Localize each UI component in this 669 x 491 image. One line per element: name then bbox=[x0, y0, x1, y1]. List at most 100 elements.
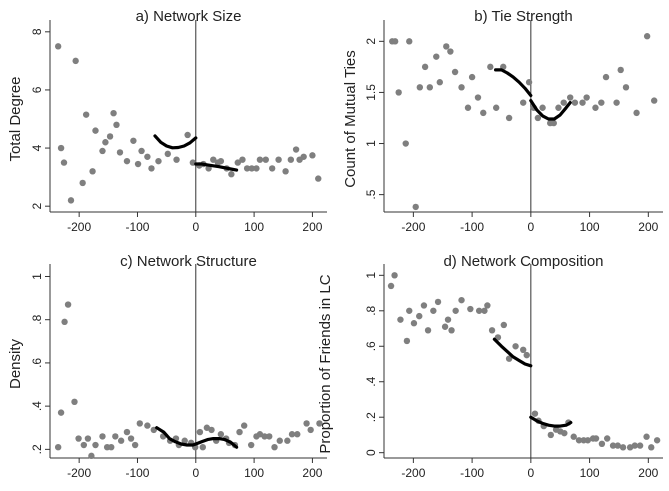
scatter-point bbox=[57, 144, 65, 152]
y-tick-label: .8 bbox=[30, 314, 44, 324]
x-tick-label: -200 bbox=[67, 220, 91, 234]
y-tick-label: .8 bbox=[364, 305, 378, 315]
scatter-point bbox=[500, 321, 508, 329]
scatter-point bbox=[631, 442, 639, 449]
x-tick-label: 0 bbox=[527, 220, 534, 234]
y-tick-label: 2 bbox=[364, 38, 378, 45]
scatter-point bbox=[643, 433, 650, 440]
y-axis-label: Proportion of Friends in LC bbox=[317, 274, 334, 453]
scatter-point bbox=[72, 57, 79, 65]
scatter-point bbox=[406, 38, 413, 45]
scatter-point bbox=[633, 109, 640, 117]
scatter-point bbox=[451, 68, 459, 76]
x-tick-label: 200 bbox=[638, 220, 658, 234]
scatter-point bbox=[243, 165, 251, 172]
scatter-point bbox=[467, 305, 474, 313]
scatter-point bbox=[592, 104, 599, 111]
scatter-point bbox=[436, 79, 443, 86]
scatter-point bbox=[196, 428, 204, 436]
scatter-point bbox=[512, 343, 519, 350]
scatter-point bbox=[420, 302, 428, 309]
y-axis-label: Density bbox=[7, 338, 24, 389]
scatter-point bbox=[80, 441, 88, 449]
y-tick-label: .2 bbox=[364, 412, 378, 422]
scatter-point bbox=[475, 307, 483, 314]
y-axis-label: Total Degree bbox=[7, 76, 24, 161]
scatter-point bbox=[113, 121, 120, 129]
fit-line-left bbox=[153, 134, 198, 150]
y-tick-label: .6 bbox=[364, 341, 378, 351]
scatter-point bbox=[416, 84, 424, 91]
scatter-point bbox=[247, 441, 255, 449]
scatter-point bbox=[284, 437, 291, 444]
x-tick-label: -100 bbox=[125, 466, 149, 480]
scatter-point bbox=[138, 147, 145, 155]
y-tick-label: 1 bbox=[30, 273, 44, 280]
scatter-point bbox=[79, 179, 86, 187]
scatter-point bbox=[88, 452, 95, 460]
scatter-point bbox=[488, 327, 496, 334]
x-tick-label: 200 bbox=[302, 220, 322, 234]
scatter-point bbox=[570, 433, 577, 440]
scatter-point bbox=[144, 422, 151, 429]
y-tick-label: .6 bbox=[30, 358, 44, 368]
scatter-point bbox=[60, 159, 68, 166]
panel-title: c) Network Structure bbox=[120, 253, 257, 270]
x-tick-label: 100 bbox=[244, 466, 264, 480]
scatter-point bbox=[448, 327, 455, 334]
scatter-point bbox=[402, 140, 409, 147]
fit-line-right bbox=[529, 99, 572, 121]
scatter-point bbox=[54, 443, 62, 451]
scatter-point bbox=[444, 316, 452, 323]
scatter-point bbox=[566, 94, 574, 101]
scatter-point bbox=[583, 94, 590, 101]
y-tick-label: .4 bbox=[364, 376, 378, 386]
scatter-point bbox=[276, 437, 283, 444]
scatter-point bbox=[253, 165, 260, 172]
y-tick-label: .4 bbox=[30, 401, 44, 411]
y-tick-label: 2 bbox=[30, 203, 44, 210]
scatter-point bbox=[84, 435, 92, 442]
scatter-point bbox=[447, 48, 454, 55]
scatter-point bbox=[481, 307, 488, 314]
fit-line-left bbox=[492, 337, 533, 368]
scatter-point bbox=[71, 398, 78, 406]
y-tick-label: .2 bbox=[30, 444, 44, 454]
scatter-point bbox=[492, 104, 500, 111]
scatter-point bbox=[531, 410, 539, 417]
y-axis-label: Count of Mutual Ties bbox=[342, 50, 359, 188]
scatter-point bbox=[579, 99, 586, 106]
scatter-point bbox=[387, 282, 395, 290]
scatter-point bbox=[116, 149, 124, 156]
scatter-point bbox=[292, 146, 300, 153]
scatter-point bbox=[112, 433, 119, 440]
scatter-point bbox=[426, 84, 434, 91]
x-tick-label: 0 bbox=[527, 466, 534, 480]
scatter-point bbox=[268, 165, 276, 172]
scatter-point bbox=[534, 114, 542, 122]
scatter-point bbox=[520, 346, 527, 354]
scatter-point bbox=[614, 442, 621, 449]
x-tick-label: -200 bbox=[67, 466, 91, 480]
x-tick-label: -100 bbox=[125, 220, 149, 234]
scatter-point bbox=[57, 409, 65, 416]
scatter-point bbox=[395, 89, 402, 96]
scatter-point bbox=[275, 156, 282, 163]
scatter-point bbox=[452, 307, 459, 314]
scatter-point bbox=[653, 437, 661, 444]
fit-line-right bbox=[529, 415, 573, 428]
scatter-point bbox=[144, 153, 151, 160]
panel-title: d) Network Composition bbox=[443, 253, 603, 270]
scatter-point bbox=[523, 351, 530, 359]
scatter-point bbox=[217, 431, 225, 438]
scatter-point bbox=[391, 38, 399, 45]
fit-line-left bbox=[494, 68, 533, 98]
scatter-point bbox=[256, 156, 264, 163]
scatter-point bbox=[424, 327, 432, 334]
scatter-point bbox=[240, 422, 248, 429]
scatter-point bbox=[397, 316, 404, 323]
scatter-point bbox=[604, 435, 611, 442]
scatter-point bbox=[92, 127, 99, 134]
y-tick-label: 1.5 bbox=[364, 84, 378, 101]
scatter-point bbox=[487, 63, 494, 71]
